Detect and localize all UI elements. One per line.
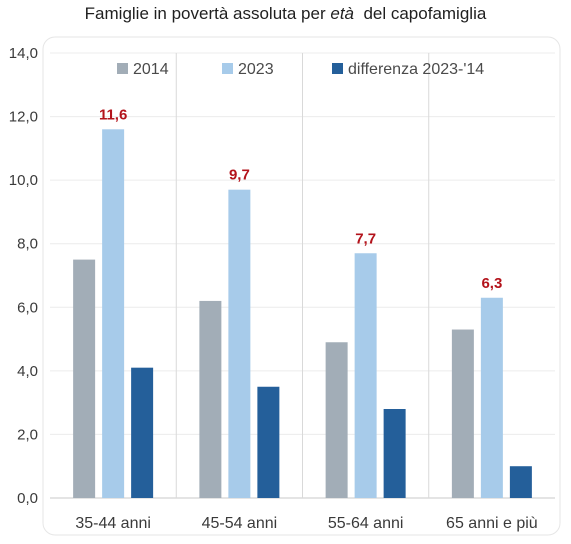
category-dividers: [175, 53, 430, 498]
bar-2014-1: [73, 259, 96, 498]
data-label-2023: 6,3: [481, 275, 502, 292]
chart-title-post: del capofamiglia: [354, 4, 487, 23]
legend-label: 2014: [133, 61, 169, 78]
bar-2023-3: [354, 253, 377, 498]
legend-label: 2023: [238, 61, 274, 78]
y-tick-label: 4,0: [17, 363, 38, 380]
y-tick-label: 0,0: [17, 490, 38, 507]
y-tick-label: 2,0: [17, 426, 38, 443]
bar-2014-2: [199, 300, 222, 498]
data-label-2023: 9,7: [229, 167, 250, 184]
data-label-2023: 11,6: [99, 106, 127, 123]
y-tick-label: 10,0: [9, 172, 38, 189]
bar-differenza-2023-14-4: [509, 466, 532, 498]
legend-swatch: [332, 63, 343, 74]
y-tick-label: 8,0: [17, 236, 38, 253]
chart-title-pre: Famiglie in povertà assoluta per: [84, 4, 331, 23]
bar-2023-2: [228, 189, 251, 498]
bars: [73, 129, 532, 499]
y-axis-ticks: 0,0 2,0 4,0 6,0 8,0 10,0 12,0 14,0: [9, 45, 38, 507]
bar-differenza-2023-14-3: [383, 409, 406, 498]
bar-differenza-2023-14-1: [131, 367, 154, 498]
y-tick-label: 6,0: [17, 299, 38, 316]
x-axis-categories: 35-44 anni 45-54 anni 55-64 anni 65 anni e …: [75, 515, 537, 532]
y-tick-label: 12,0: [9, 109, 38, 126]
legend-label: differenza 2023-'14: [348, 61, 484, 78]
data-labels: 11,6 9,7 7,7 6,3: [99, 106, 502, 291]
legend-swatch: [222, 63, 233, 74]
x-category-label: 35-44 anni: [75, 515, 151, 532]
bar-2014-3: [325, 342, 348, 498]
chart-title-emphasis: età: [330, 4, 354, 23]
x-category-label: 55-64 anni: [328, 515, 404, 532]
chart-frame: [42, 36, 561, 536]
bar-2023-4: [480, 297, 503, 498]
legend-swatch: [117, 63, 128, 74]
y-tick-label: 14,0: [9, 45, 38, 62]
x-category-label: 45-54 anni: [202, 515, 278, 532]
legend: 2014 2023 differenza 2023-'14: [117, 61, 484, 78]
bar-2023-1: [102, 129, 125, 499]
chart-title: Famiglie in povertà assoluta per età del…: [0, 4, 571, 24]
data-label-2023: 7,7: [355, 230, 376, 247]
bar-2014-4: [451, 329, 474, 498]
bar-differenza-2023-14-2: [257, 386, 280, 498]
x-category-label: 65 anni e più: [446, 515, 538, 532]
